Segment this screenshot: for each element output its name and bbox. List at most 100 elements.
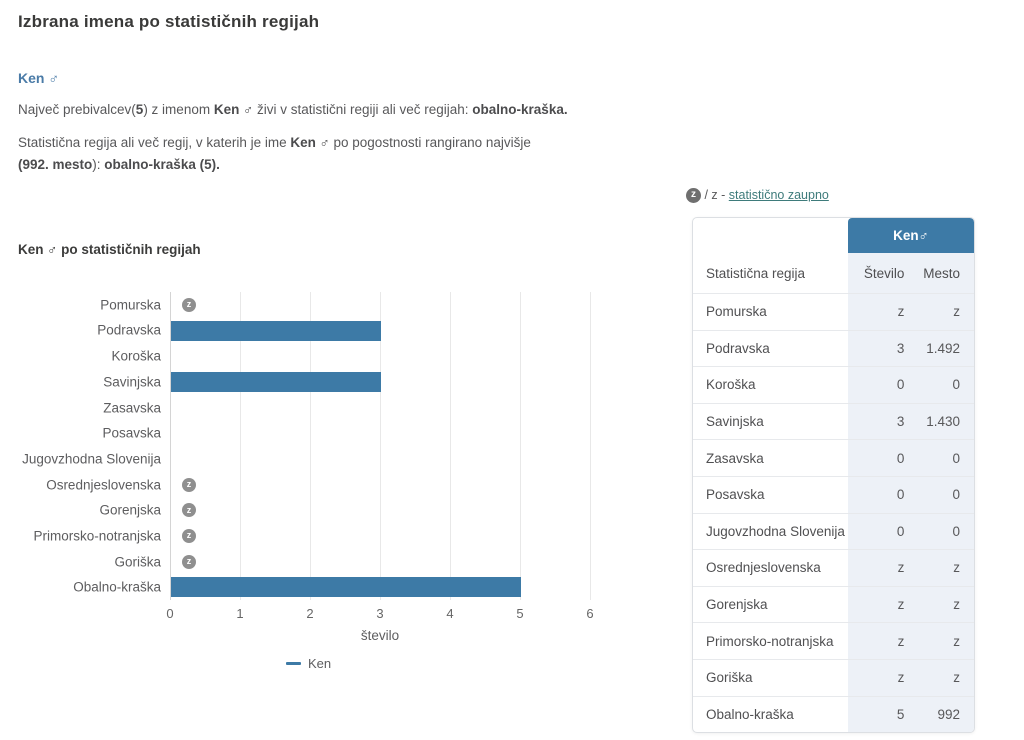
cell-mesto: 0 <box>917 440 974 476</box>
cell-mesto: 1.430 <box>917 403 974 440</box>
chart-title: Ken ♂ po statističnih regijah <box>18 242 201 257</box>
cell-stevilo: 0 <box>847 513 918 550</box>
summary-paragraph-rank: Statistična regija ali več regij, v kate… <box>18 135 531 172</box>
chart-row: Savinjska <box>103 369 590 395</box>
legend-label: Ken <box>308 656 332 671</box>
y-axis-line <box>170 292 171 600</box>
x-axis-ticks: 0 1 2 3 4 5 6 <box>166 606 594 626</box>
cell-mesto: z <box>917 586 974 623</box>
col-header-region: Statistična regija <box>706 265 806 281</box>
y-category-label: Pomurska <box>100 297 161 313</box>
table-column-header-row: Statistična regija Število Mesto <box>693 253 974 293</box>
confidential-z-badge[interactable]: z <box>182 528 196 543</box>
cell-stevilo: 0 <box>847 476 918 513</box>
col-header-mesto: Mesto <box>917 253 974 293</box>
x-tick-label: 1 <box>236 606 244 621</box>
table-row: Primorsko-notranjska z z <box>693 622 974 659</box>
summary-paragraph-most-residents: Največ prebivalcev(5) z imenom Ken ♂ živ… <box>18 102 568 117</box>
x-axis-label: število <box>360 628 400 643</box>
cell-mesto: 992 <box>917 696 974 733</box>
chart-row: Goriška z <box>114 549 590 575</box>
cell-mesto: z <box>917 550 974 586</box>
confidential-z-badge[interactable]: z <box>182 503 196 518</box>
z-badge-icon: z <box>686 187 701 203</box>
cell-region: Primorsko-notranjska <box>706 633 834 649</box>
cell-region: Koroška <box>706 377 756 393</box>
cell-stevilo: 3 <box>847 330 918 367</box>
table-row: Pomurska z z <box>693 293 974 330</box>
gridline <box>449 292 451 600</box>
y-category-label: Jugovzhodna Slovenija <box>22 451 161 467</box>
confidential-z-badge[interactable]: z <box>182 554 196 569</box>
chart-row: Pomurska z <box>100 292 590 318</box>
cell-stevilo: z <box>847 294 918 330</box>
gridline <box>520 292 521 600</box>
y-category-label: Posavska <box>102 425 161 441</box>
x-tick-label: 5 <box>516 606 524 621</box>
cell-stevilo: 0 <box>847 440 918 476</box>
table-row: Koroška 0 0 <box>693 366 974 403</box>
bar-savinjska[interactable] <box>171 372 381 392</box>
cell-region: Savinjska <box>706 414 764 430</box>
confidential-z-badge[interactable]: z <box>182 477 196 492</box>
confidential-link[interactable]: statistično zaupno <box>728 188 829 202</box>
cell-region: Zasavska <box>706 450 764 466</box>
cell-region: Podravska <box>706 340 770 356</box>
cell-region: Posavska <box>706 487 765 503</box>
gridline <box>239 292 241 600</box>
y-category-label: Zasavska <box>103 400 161 415</box>
chart-plot-area: Pomurska z Podravska Koroška Savinjska Zasavs… <box>22 292 591 600</box>
bar-podravska[interactable] <box>171 320 381 341</box>
gridline <box>380 292 381 600</box>
chart-row: Posavska <box>102 420 590 446</box>
x-tick-label: 4 <box>446 606 454 621</box>
cell-stevilo: 5 <box>847 696 918 733</box>
table-row: Gorenjska z z <box>693 585 974 623</box>
x-tick-label: 2 <box>306 606 314 621</box>
x-tick-label: 6 <box>586 606 594 621</box>
cell-stevilo: 3 <box>847 403 918 440</box>
bar-chart: Ken ♂ po statističnih regijah Pomurska z P… <box>0 240 680 690</box>
table-row: Osrednjeslovenska z z <box>693 549 974 586</box>
table-row: Goriška z z <box>693 658 974 696</box>
y-category-label: Gorenjska <box>99 502 161 518</box>
table-header-spacer <box>693 218 848 253</box>
cell-stevilo: z <box>847 623 918 659</box>
page-title: Izbrana imena po statističnih regijah <box>18 12 320 31</box>
table-name-header: Ken♂ <box>847 218 974 253</box>
chart-row: Primorsko-notranjska z <box>33 523 590 549</box>
cell-region: Jugovzhodna Slovenija <box>706 523 845 539</box>
chart-row: Koroška <box>111 343 590 369</box>
table-name-header-row: Ken♂ <box>693 218 974 253</box>
cell-region: Gorenjska <box>706 597 768 613</box>
name-link[interactable]: Ken ♂ <box>18 70 59 86</box>
cell-region: Osrednjeslovenska <box>706 560 821 576</box>
chart-row: Jugovzhodna Slovenija <box>22 446 590 472</box>
y-category-label: Goriška <box>114 554 161 570</box>
gridline <box>590 292 591 600</box>
table-row: Jugovzhodna Slovenija 0 0 <box>693 512 974 550</box>
chart-legend-item[interactable]: Ken <box>286 656 331 671</box>
table-row: Podravska 3 1.492 <box>693 329 974 367</box>
bar-obalno-kraška[interactable] <box>171 577 521 598</box>
cell-mesto: 0 <box>917 367 974 403</box>
cell-region: Obalno-kraška <box>706 706 794 722</box>
cell-mesto: 1.492 <box>917 330 974 367</box>
y-category-label: Podravska <box>97 322 161 338</box>
cell-stevilo: z <box>847 659 918 696</box>
cell-mesto: z <box>917 659 974 696</box>
gridline <box>309 292 311 600</box>
cell-mesto: z <box>917 294 974 330</box>
y-category-label: Savinjska <box>103 374 161 390</box>
cell-mesto: 0 <box>917 513 974 550</box>
col-header-stevilo: Število <box>847 253 918 293</box>
y-category-label: Osrednjeslovenska <box>46 477 161 493</box>
y-category-label: Primorsko-notranjska <box>33 528 161 544</box>
cell-stevilo: z <box>847 550 918 586</box>
chart-row: Podravska <box>97 318 590 344</box>
chart-row: Obalno-kraška <box>73 574 590 600</box>
confidential-z-badge[interactable]: z <box>182 297 196 312</box>
cell-region: Goriška <box>706 670 753 686</box>
stats-table: Ken♂ Statistična regija Število Mesto Po… <box>692 217 975 734</box>
confidential-note: z / z - statistično zaupno <box>686 186 829 204</box>
